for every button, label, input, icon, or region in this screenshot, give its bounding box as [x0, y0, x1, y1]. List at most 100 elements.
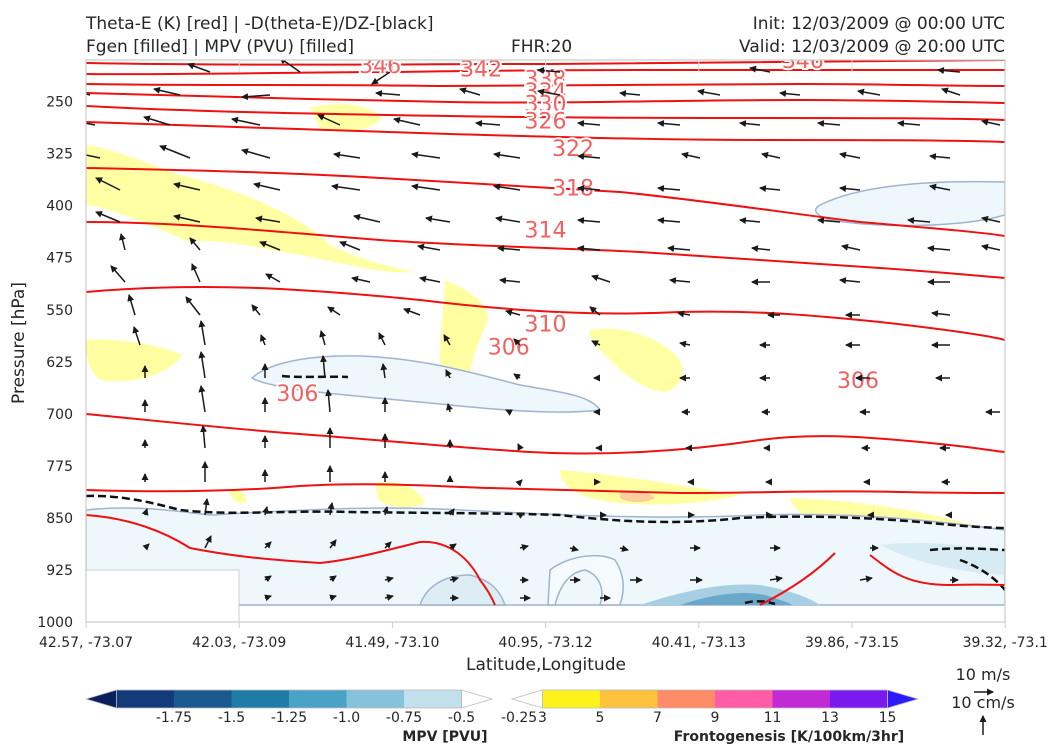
y-tick-label: 625	[46, 355, 73, 371]
x-tick-label: 42.57, -73.07	[39, 635, 133, 651]
thetae-label: 330	[525, 93, 567, 118]
wind-vector	[329, 594, 337, 602]
wind-vector	[425, 215, 451, 223]
wind-vector	[241, 93, 271, 101]
y-axis-label: Pressure [hPa]	[9, 282, 29, 404]
wind-vector	[198, 385, 206, 413]
wind-vector	[981, 243, 1001, 251]
colorbar-extend-left	[84, 689, 117, 709]
mpv-colorbar-tick: -0.5	[448, 710, 475, 726]
wind-vector	[327, 502, 335, 516]
wind-vector	[384, 576, 394, 583]
wind-vector	[493, 151, 521, 159]
wind-vector	[841, 243, 861, 251]
blank-inset	[86, 569, 240, 622]
x-tick-label: 40.41, -73.13	[652, 635, 746, 651]
wind-vector	[495, 215, 521, 223]
wind-vector	[749, 65, 771, 73]
wind-vector	[331, 183, 361, 191]
wind-vector	[839, 277, 861, 285]
colorbar-frame	[542, 689, 888, 709]
wind-vector	[493, 183, 521, 191]
wind-vector	[859, 575, 873, 583]
wind-vector	[110, 265, 126, 283]
wind-vector	[380, 363, 388, 379]
wind-vector	[761, 151, 781, 159]
wind-vector	[897, 120, 921, 128]
wind-vector	[185, 296, 201, 316]
thetae-label: 306	[837, 369, 879, 394]
wind-vector	[159, 144, 191, 159]
wind-vector	[669, 277, 691, 285]
wind-vector	[839, 151, 861, 159]
wind-vector	[259, 334, 267, 346]
mpv-colorbar-tick: -1.75	[156, 710, 192, 726]
colorbar-segment	[657, 690, 716, 708]
wind-vector	[619, 90, 641, 98]
colorbar-segment	[830, 690, 889, 708]
valid-time: Valid: 12/03/2009 @ 20:00 UTC	[739, 37, 1005, 57]
wind-vector	[537, 88, 561, 96]
wind-vector	[189, 237, 201, 251]
wind-vector	[375, 90, 401, 97]
wind-vector	[132, 326, 141, 346]
y-tick-label: 925	[46, 563, 73, 579]
wind-vector	[393, 116, 421, 126]
wind-vector	[353, 213, 381, 223]
wind-vector	[907, 217, 931, 225]
wind-vector	[173, 181, 201, 191]
fgen-colorbar-tick: 7	[653, 710, 662, 726]
wind-vector	[202, 498, 210, 516]
colorbar-extend-right	[887, 689, 920, 709]
wind-vector	[577, 217, 601, 225]
wind-vector	[319, 330, 327, 346]
thetae-label: 346	[782, 49, 824, 74]
wind-vector	[204, 535, 212, 549]
wind-vector	[657, 120, 681, 128]
wind-vector	[262, 506, 269, 516]
wind-vector	[505, 409, 513, 416]
wind-vector	[141, 508, 149, 516]
wind-vector	[779, 90, 801, 98]
wind-vector	[857, 88, 881, 96]
wind-vector	[173, 213, 201, 223]
wind-vector	[95, 177, 121, 191]
y-tick-label: 850	[46, 511, 73, 527]
thetae-contours	[86, 60, 1005, 606]
thetae-label: 346	[359, 54, 401, 79]
mpv-colorbar-tick: -0.25	[501, 710, 537, 726]
fgen-colorbar-tick: 13	[821, 710, 839, 726]
wind-vector	[200, 425, 208, 449]
wind-vector	[231, 116, 261, 126]
wind-vector	[657, 185, 681, 193]
init-time: Init: 12/03/2009 @ 00:00 UTC	[752, 14, 1005, 34]
wind-vector	[259, 240, 281, 251]
colorbar-segment	[599, 690, 658, 708]
fgen-fill	[86, 104, 1005, 605]
wind-vector	[929, 183, 951, 191]
wind-vector	[459, 87, 481, 96]
wind-vector	[443, 334, 451, 346]
wind-vector	[253, 181, 281, 191]
x-tick-label: 40.95, -73.12	[499, 635, 593, 651]
wind-vector	[591, 274, 611, 283]
wind-vector	[153, 86, 181, 96]
wind-vector	[187, 62, 211, 73]
wind-vector	[769, 575, 783, 583]
wind-legend-horizontal: 10 m/s	[956, 665, 1011, 684]
wind-vector	[265, 273, 281, 283]
wind-vector	[411, 183, 441, 191]
wind-vector	[86, 122, 96, 126]
wind-vector	[384, 594, 394, 601]
wind-vector	[927, 245, 951, 253]
y-tick-label: 325	[46, 147, 73, 163]
colorbar-segment	[116, 690, 175, 708]
x-tick-label: 42.03, -73.09	[192, 635, 286, 651]
wind-vector	[513, 338, 521, 346]
wind-vector	[251, 304, 261, 316]
colorbar-segment	[173, 690, 232, 708]
x-tick-label: 39.32, -73.1	[963, 635, 1048, 651]
mpv-colorbar-tick: -0.75	[386, 710, 422, 726]
wind-vector	[264, 594, 272, 602]
